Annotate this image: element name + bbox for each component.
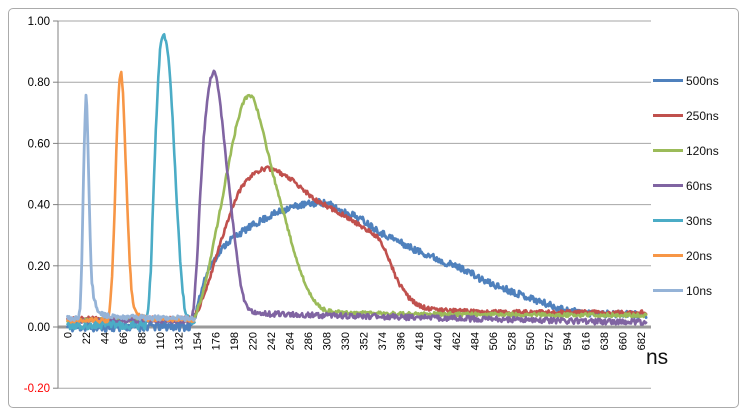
x-tick-label: 66 [118, 332, 130, 344]
legend-label: 10ns [686, 283, 713, 298]
x-axis-title: ns [646, 346, 669, 369]
y-tick-label: 0.20 [28, 261, 50, 273]
x-tick-label: 462 [451, 332, 463, 350]
legend-item-10ns[interactable]: 10ns [653, 273, 743, 308]
x-tick-label: 286 [303, 332, 315, 350]
series-line-10ns [66, 93, 196, 323]
x-tick-label: 198 [229, 332, 241, 350]
legend-label: 250ns [686, 108, 719, 123]
y-tick-label: 0.40 [28, 200, 50, 212]
x-tick-label: 528 [507, 332, 519, 350]
x-tick-label: 638 [599, 332, 611, 350]
x-tick-label: 352 [359, 332, 371, 350]
legend-label: 60ns [686, 178, 713, 193]
legend-label: 30ns [686, 213, 713, 228]
legend-swatch-250ns [653, 114, 683, 117]
x-tick-label: 110 [155, 332, 167, 350]
x-tick-label: 220 [248, 332, 260, 350]
legend-item-250ns[interactable]: 250ns [653, 98, 743, 133]
series-line-20ns [66, 70, 196, 324]
y-tick-label: 1.00 [28, 16, 50, 28]
x-tick-label: 264 [285, 332, 297, 350]
y-tick-label: 0.80 [28, 77, 50, 89]
x-tick-label: 550 [525, 332, 537, 350]
x-tick-label: 154 [192, 332, 204, 350]
legend-item-500ns[interactable]: 500ns [653, 63, 743, 98]
x-tick-label: 176 [211, 332, 223, 350]
legend-item-20ns[interactable]: 20ns [653, 238, 743, 273]
x-tick-label: 44 [100, 332, 112, 344]
series-line-500ns [66, 197, 648, 333]
y-tick-label: 0.60 [28, 138, 50, 150]
x-tick-label: 660 [618, 332, 630, 350]
legend-label: 20ns [686, 248, 713, 263]
x-tick-label: 594 [562, 332, 574, 350]
legend-item-120ns[interactable]: 120ns [653, 133, 743, 168]
legend-swatch-60ns [653, 184, 683, 187]
legend-swatch-10ns [653, 289, 683, 292]
x-tick-label: 506 [488, 332, 500, 350]
x-tick-label: 484 [470, 332, 482, 350]
legend-item-30ns[interactable]: 30ns [653, 203, 743, 238]
x-tick-label: 308 [322, 332, 334, 350]
legend-swatch-500ns [653, 79, 683, 82]
x-tick-label: 682 [636, 332, 648, 350]
legend-label: 120ns [686, 143, 719, 158]
chart-border [8, 8, 739, 408]
series-line-120ns [66, 93, 648, 324]
legend-label: 500ns [686, 73, 719, 88]
x-tick-label: 0 [63, 332, 75, 338]
x-tick-label: 616 [581, 332, 593, 350]
x-tick-label: 440 [433, 332, 445, 350]
x-tick-label: 572 [544, 332, 556, 350]
x-tick-label: 330 [340, 332, 352, 350]
x-tick-label: 396 [396, 332, 408, 350]
chart-legend: 500ns 250ns 120ns 60ns 30ns 20ns 10ns [653, 63, 743, 308]
x-tick-label: 132 [174, 332, 186, 350]
y-tick-label: -0.20 [24, 383, 50, 395]
y-tick-label: 0.00 [28, 322, 50, 334]
legend-swatch-30ns [653, 219, 683, 222]
legend-swatch-120ns [653, 149, 683, 152]
legend-item-60ns[interactable]: 60ns [653, 168, 743, 203]
x-tick-label: 374 [377, 332, 389, 350]
legend-swatch-20ns [653, 254, 683, 257]
x-tick-label: 22 [81, 332, 93, 344]
series-line-30ns [66, 32, 196, 331]
x-tick-label: 418 [414, 332, 426, 350]
x-tick-label: 242 [266, 332, 278, 350]
x-tick-label: 88 [137, 332, 149, 344]
